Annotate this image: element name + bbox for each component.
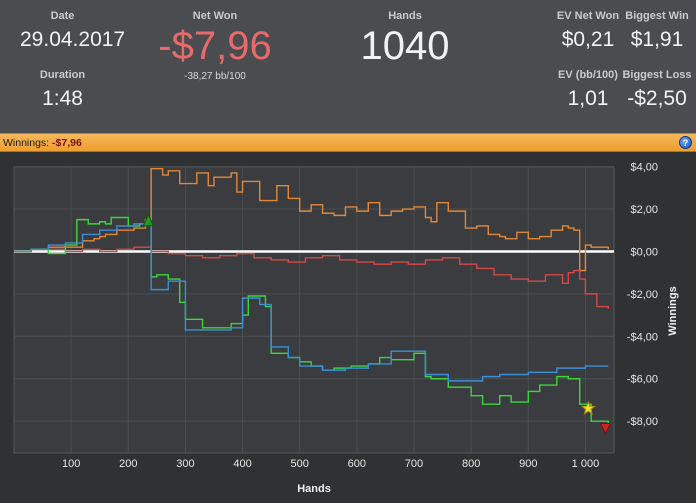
date-stat: Date 29.04.2017 — [20, 10, 126, 52]
x-tick-label: 900 — [519, 458, 537, 470]
y-axis-title: Winnings — [667, 286, 679, 335]
x-tick-label: 300 — [176, 458, 194, 470]
y-tick-label: -$2,00 — [627, 289, 658, 301]
y-tick-label: -$4,00 — [627, 331, 658, 343]
x-tick-label: 100 — [62, 458, 80, 470]
duration-stat: Duration 1:48 — [20, 69, 105, 111]
ev-net-won-label: EV Net Won — [556, 10, 620, 22]
biggest-loss-stat: Biggest Loss -$2,50 — [622, 69, 692, 111]
winnings-chart: 100 200 300 400 500 600 700 800 900 1 000 $4,00 $2,… — [0, 153, 696, 503]
y-tick-label: -$8,00 — [627, 416, 658, 428]
ev-bb100-value: 1,01 — [567, 87, 609, 110]
x-axis-title: Hands — [297, 483, 331, 495]
ev-bb100-stat: EV (bb/100) 1,01 — [550, 69, 626, 111]
duration-label: Duration — [39, 69, 86, 81]
x-tick-label: 700 — [405, 458, 423, 470]
y-tick-label: $2,00 — [630, 204, 658, 216]
winnings-bar-text: Winnings: -$7,96 — [3, 137, 82, 149]
hands-value: 1040 — [360, 24, 450, 68]
biggest-win-stat: Biggest Win $1,91 — [622, 10, 692, 52]
stats-panel: Date 29.04.2017 Duration 1:48 Net Won -$… — [0, 0, 696, 133]
ev-bb100-label: EV (bb/100) — [558, 69, 618, 81]
x-tick-label: 200 — [119, 458, 137, 470]
net-won-stat: Net Won -$7,96 -38,27 bb/100 — [150, 10, 280, 82]
ev-net-won-value: $0,21 — [561, 28, 615, 51]
winnings-bar-label: Winnings: — [3, 137, 50, 149]
star-marker — [580, 400, 596, 415]
net-won-value: -$7,96 — [158, 24, 272, 68]
biggest-loss-value: -$2,50 — [627, 87, 687, 110]
biggest-win-label: Biggest Win — [625, 10, 689, 22]
series-line-orange — [14, 168, 609, 272]
biggest-loss-label: Biggest Loss — [622, 69, 692, 81]
date-value: 29.04.2017 — [20, 28, 126, 51]
biggest-win-value: $1,91 — [630, 28, 684, 51]
x-tick-label: 400 — [233, 458, 251, 470]
ev-net-won-stat: EV Net Won $0,21 — [550, 10, 626, 52]
y-tick-label: $0,00 — [630, 246, 658, 258]
series-line-blue — [14, 223, 609, 382]
series-line-red — [14, 246, 609, 309]
winnings-bar: Winnings: -$7,96 ? — [0, 133, 696, 152]
x-tick-label: 1 000 — [572, 458, 600, 470]
net-won-bb100: -38,27 bb/100 — [184, 71, 246, 82]
plot-background — [13, 166, 615, 454]
net-won-label: Net Won — [192, 10, 238, 22]
help-icon[interactable]: ? — [679, 136, 692, 149]
winnings-chart-svg: 100 200 300 400 500 600 700 800 900 1 000 $4,00 $2,… — [13, 162, 679, 495]
x-tick-label: 600 — [348, 458, 366, 470]
end-marker-triangle-down — [599, 423, 612, 435]
y-tick-label: -$6,00 — [627, 374, 658, 386]
duration-value: 1:48 — [42, 87, 83, 110]
hands-label: Hands — [388, 10, 422, 22]
hands-stat: Hands 1040 — [345, 10, 465, 69]
x-tick-label: 800 — [462, 458, 480, 470]
y-tick-label: $4,00 — [630, 162, 658, 174]
winnings-bar-value: -$7,96 — [52, 137, 82, 149]
x-tick-label: 500 — [291, 458, 309, 470]
date-label: Date — [50, 10, 75, 22]
max-marker-triangle-up — [142, 213, 155, 227]
